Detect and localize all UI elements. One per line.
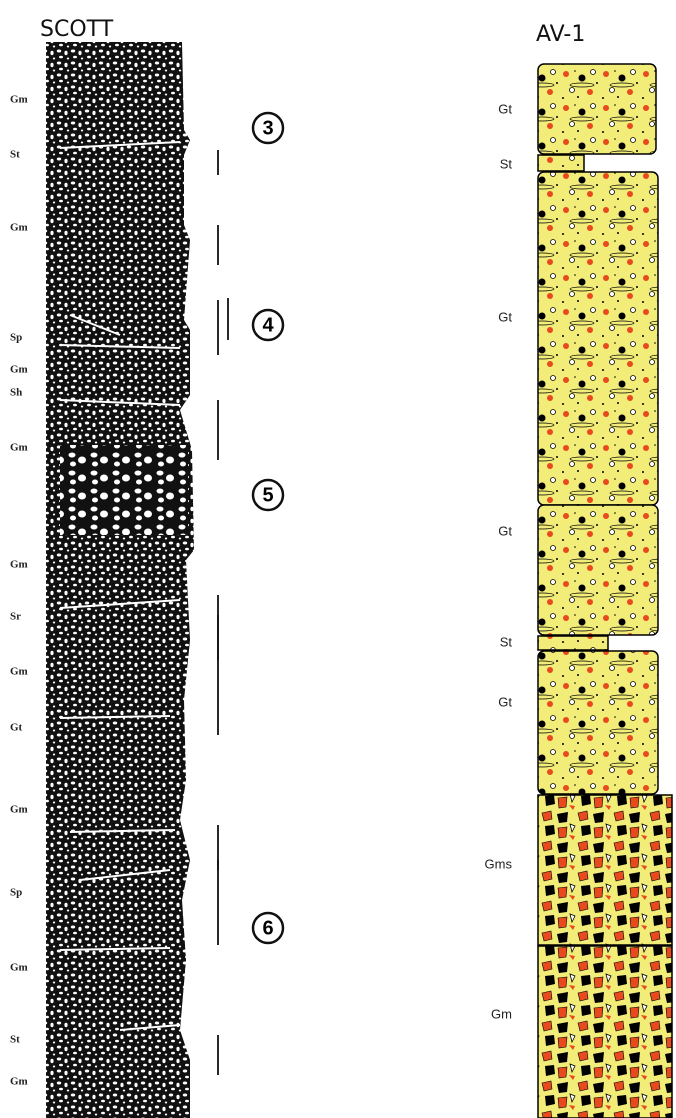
facies-label: Gm [10,962,28,974]
scott-column [46,42,194,1118]
unit-circle [251,478,285,512]
facies-label: Gm [10,442,28,454]
facies-label: Gm [10,804,28,816]
unit-circle [251,911,285,945]
facies-label: Sh [10,387,22,399]
scott-coarse-bed [60,445,188,535]
unit-circle [251,111,285,145]
facies-label: Gt [10,722,23,734]
unit-circle [251,308,285,342]
facies-label: Gt [498,309,512,324]
facies-label: St [500,156,513,171]
bed-contacts [59,141,181,1031]
facies-label: Gt [498,694,512,709]
facies-label: St [10,149,20,161]
facies-label: Sp [10,887,22,899]
facies-label: Gt [498,101,512,116]
facies-label: Gm [10,222,28,234]
left-title: SCOTT [40,17,114,42]
facies-label: St [10,1034,20,1046]
facies-label: Gm [10,666,28,678]
facies-label: Gt [498,523,512,538]
unit-number: 6 [262,917,273,939]
facies-label: Gms [485,856,513,871]
unit-number: 4 [262,314,274,336]
facies-label: Gm [10,559,28,571]
right-title: AV-1 [536,22,585,47]
facies-label: Gm [10,364,28,376]
facies-label: Gm [10,1076,28,1088]
facies-label: Gm [10,94,28,106]
facies-label: Sr [10,611,21,623]
unit-number: 5 [262,484,273,506]
facies-label: Sp [10,332,22,344]
facies-label: St [500,634,513,649]
unit-number: 3 [262,117,273,139]
paleocurrent-arrows [217,150,229,1075]
av1-column [537,63,673,1118]
facies-label: Gm [491,1006,512,1021]
